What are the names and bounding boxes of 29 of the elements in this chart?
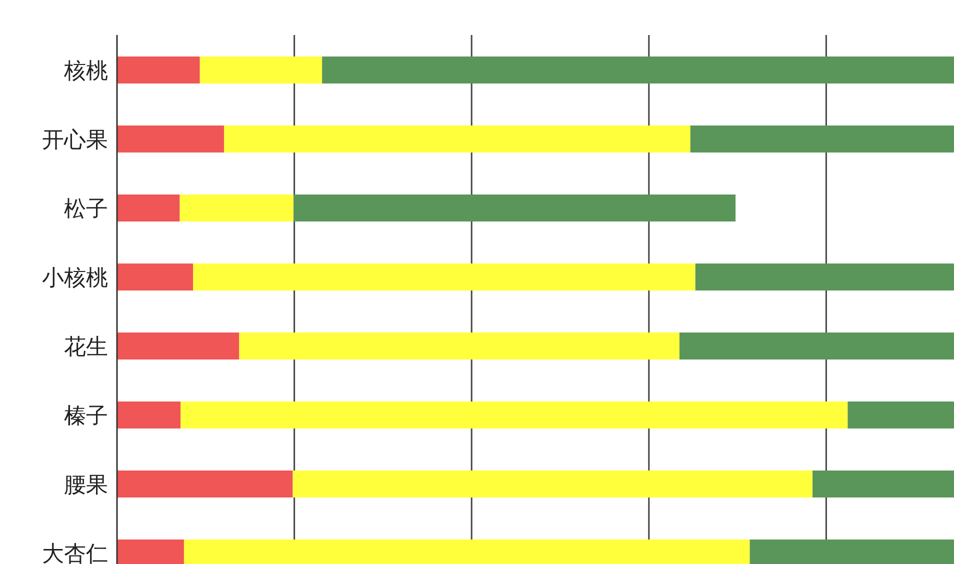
y-tick-label: 小核桃 <box>42 266 108 291</box>
bar <box>117 332 240 360</box>
bar <box>292 470 813 498</box>
bar <box>117 470 293 498</box>
y-tick-label: 松子 <box>64 197 108 222</box>
bar <box>117 194 180 222</box>
bar <box>224 126 690 152</box>
bar <box>117 402 181 428</box>
bar <box>117 56 200 84</box>
bar <box>690 126 954 152</box>
bar <box>200 56 322 84</box>
y-tick-label: 开心果 <box>42 128 108 153</box>
bar <box>117 126 224 152</box>
y-tick-label: 大杏仁 <box>42 542 108 564</box>
bar <box>180 194 294 222</box>
bar <box>117 264 194 290</box>
bar <box>294 194 736 222</box>
bar <box>193 264 696 290</box>
bar <box>812 470 954 498</box>
bar <box>180 402 848 428</box>
y-tick-label: 榛子 <box>64 404 108 429</box>
y-tick-label: 核桃 <box>63 59 108 84</box>
y-tick-label: 花生 <box>64 335 108 360</box>
bar <box>679 332 954 360</box>
bar <box>848 402 954 428</box>
y-tick-label: 腰果 <box>64 473 108 498</box>
bar <box>239 332 680 360</box>
bar <box>322 56 954 84</box>
bar <box>695 264 954 290</box>
